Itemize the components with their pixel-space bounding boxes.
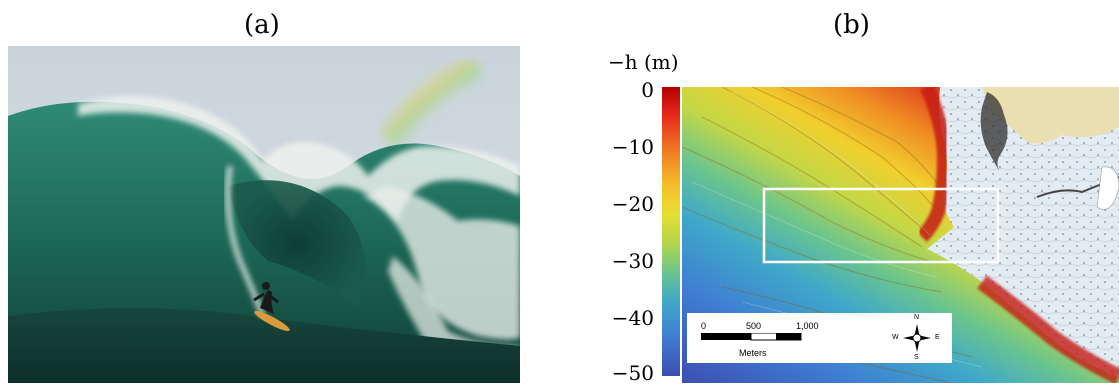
scale-bar-box: 0 500 1,000 Meters N S E W (687, 313, 952, 363)
scale-label-1000: 1,000 (796, 321, 819, 331)
scale-label-500: 500 (746, 321, 762, 331)
compass-n: N (914, 314, 920, 321)
compass-e: E (935, 334, 940, 341)
scale-label-0: 0 (701, 321, 707, 331)
colorbar-tick-50: −50 (611, 361, 654, 385)
compass-w: W (892, 334, 899, 341)
panel-a-label: (a) (244, 10, 280, 40)
panel-b-label: (b) (833, 10, 870, 40)
north-arrow-icon (903, 324, 931, 352)
surfer-photo (8, 46, 520, 383)
colorbar-title: −h (m) (608, 50, 679, 74)
colorbar-tick-30: −30 (611, 249, 654, 273)
study-area-box (762, 187, 1000, 264)
depth-colorbar (662, 87, 680, 376)
compass-s: S (914, 354, 919, 361)
scale-units: Meters (739, 348, 767, 358)
colorbar-tick-40: −40 (611, 306, 654, 330)
colorbar-tick-10: −10 (611, 135, 654, 159)
scale-bar-graphic (701, 333, 802, 341)
surfer-figure (253, 282, 290, 332)
colorbar-tick-20: −20 (611, 192, 654, 216)
colorbar-tick-0: 0 (641, 78, 654, 102)
